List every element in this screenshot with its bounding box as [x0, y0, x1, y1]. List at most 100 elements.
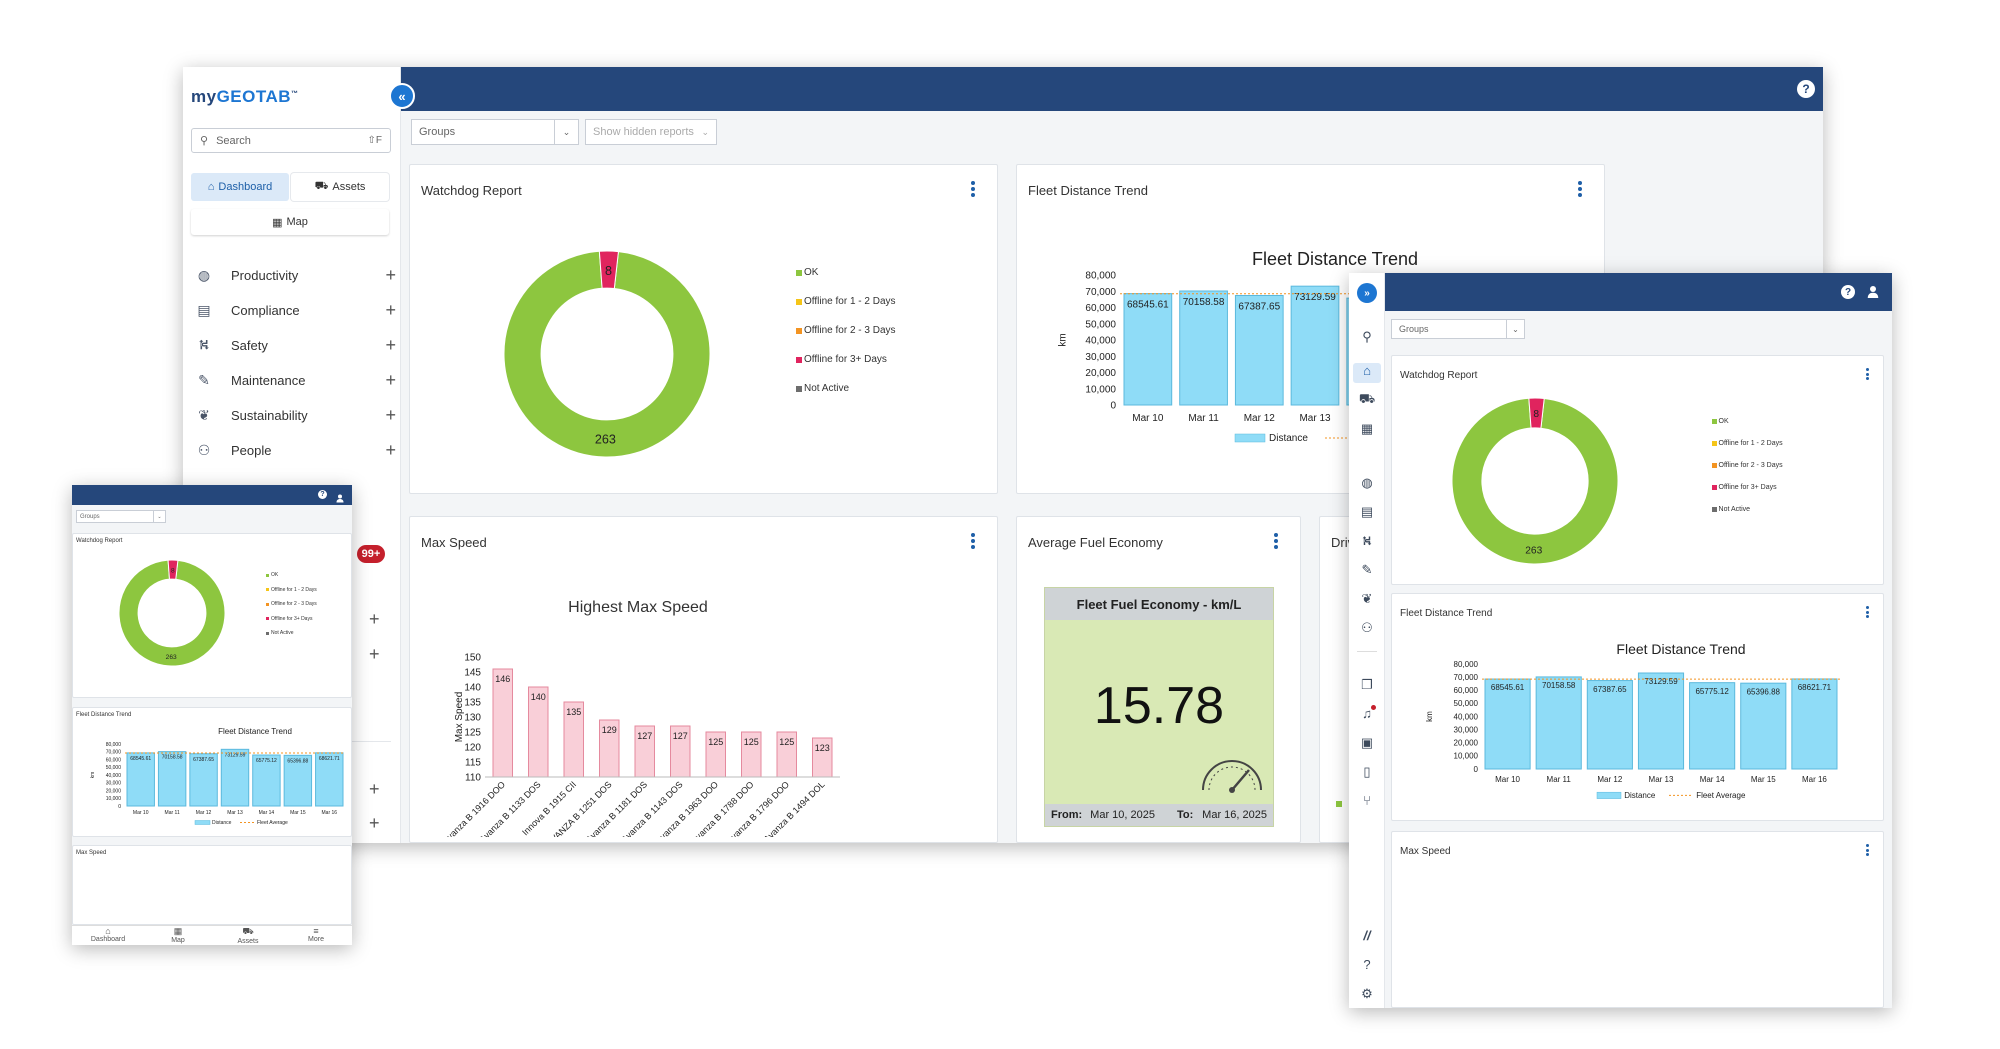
sidebar-item-productivity[interactable]: ◍ Productivity + [191, 263, 396, 287]
card-title: Driv [1331, 535, 1355, 550]
legend-item: Not Active [1712, 506, 1750, 513]
sidebar-item-people[interactable]: ⚇ People + [191, 438, 396, 462]
distance-bar [1586, 680, 1633, 770]
legend-swatch [1712, 441, 1717, 446]
map-icon[interactable]: ▦ [1360, 421, 1374, 436]
bottom-nav-more[interactable]: ≡ More [286, 926, 346, 943]
kebab-menu-icon[interactable] [1866, 606, 1869, 618]
people-icon[interactable]: ⚇ [1361, 620, 1373, 635]
legend-swatch [796, 298, 802, 305]
tab-dashboard[interactable]: ⌂ Dashboard [191, 173, 289, 201]
kebab-menu-icon[interactable] [1866, 368, 1869, 380]
tab-assets[interactable]: ⛟ Assets [291, 173, 389, 201]
integrations-icon[interactable]: ⑂ [1363, 793, 1371, 808]
search-box[interactable]: ⚲ Search ⇧F [191, 128, 391, 153]
groups-select[interactable]: Groups ⌄ [411, 119, 579, 145]
legend-swatch [266, 573, 269, 577]
y-tick-label: 0 [118, 804, 121, 810]
sidebar-item-sustainability[interactable]: ❦ Sustainability + [191, 403, 396, 427]
distance-bar [189, 753, 218, 807]
distance-bar [1791, 678, 1838, 770]
gauge-icon [1202, 760, 1262, 793]
x-tick-label: Mar 12 [196, 810, 212, 816]
y-tick-label: 80,000 [1454, 660, 1479, 669]
y-tick-label: 60,000 [1454, 686, 1479, 695]
kebab-menu-icon[interactable] [1274, 533, 1278, 549]
expand-icon[interactable]: + [385, 300, 396, 320]
sidebar-item-safety[interactable]: ⛕ Safety + [191, 333, 396, 357]
distance-bar [1689, 682, 1736, 770]
bottom-nav-dashboard[interactable]: ⌂ Dashboard [78, 926, 138, 943]
legend-item: Not Active [266, 630, 294, 636]
tab-map[interactable]: ▦ Map [191, 209, 389, 235]
help-icon[interactable]: ? [318, 490, 327, 499]
legend-label: Offline for 3+ Days [1718, 484, 1777, 492]
y-tick-label: 20,000 [1454, 739, 1479, 748]
bar-value-label: 146 [495, 674, 510, 684]
search-icon[interactable]: ⚲ [1362, 329, 1372, 344]
y-tick-label: 50,000 [106, 765, 122, 771]
kebab-menu-icon[interactable] [1578, 181, 1582, 197]
fuel-date-range: From: Mar 10, 2025 To: Mar 16, 2025 [1045, 804, 1273, 826]
video-icon[interactable]: ▣ [1360, 735, 1374, 750]
sidebar-item-compliance[interactable]: ▤ Compliance + [191, 298, 396, 322]
desktop-window: ? « myGEOTAB™ ⚲ Search ⇧F ⌂ Dashboard ⛟ As… [183, 67, 1823, 843]
legend-label: Fleet Average [1696, 791, 1746, 800]
sidebar-item-maintenance[interactable]: ✎ Maintenance + [191, 368, 396, 392]
bar-value-label: 140 [531, 692, 546, 702]
fleet-distance-trend-card: Fleet Distance Trend Fleet Distance Tren… [1391, 593, 1884, 821]
groups-select[interactable]: Groups ⌄ [1391, 319, 1525, 339]
expand-icon[interactable]: + [385, 265, 396, 285]
tablet-window: » ⚲ ⌂ ⛟ ▦ ◍ ▤ ⛕ ✎ ❦ ⚇ ❐ ♫ ▣ ▯ ⑂ // ? ⚙ ?… [1349, 273, 1892, 1008]
home-icon[interactable]: ⌂ [1353, 363, 1381, 383]
y-tick-label: 20,000 [1085, 368, 1116, 379]
show-hidden-reports-select[interactable]: Show hidden reports ⌄ [585, 119, 717, 145]
geotab-icon[interactable]: // [1363, 928, 1371, 943]
clipboard-icon[interactable]: ▤ [1360, 504, 1374, 519]
notification-badge[interactable]: 99+ [357, 545, 385, 563]
chart-title: Fleet Distance Trend [218, 727, 292, 736]
settings-icon[interactable]: ⚙ [1361, 986, 1373, 1001]
y-tick-label: 110 [465, 773, 481, 784]
bottom-nav-assets[interactable]: ⛟ Assets [218, 926, 278, 945]
expand-sidebar-button[interactable]: » [1357, 283, 1377, 303]
user-icon[interactable] [1867, 285, 1879, 299]
y-axis-label: km [1425, 711, 1434, 722]
road-icon[interactable]: ⛕ [1362, 533, 1372, 548]
groups-select[interactable]: Groups ⌄ [76, 510, 166, 523]
bottom-nav: ⌂ Dashboard ▦ Map ⛟ Assets ≡ More [72, 925, 352, 945]
document-icon[interactable]: ▯ [1363, 764, 1371, 779]
help-icon[interactable]: ? [1841, 285, 1855, 299]
expand-icon[interactable]: + [369, 609, 380, 629]
wrench-icon[interactable]: ✎ [1361, 562, 1373, 577]
expand-icon[interactable]: + [385, 335, 396, 355]
bell-icon[interactable]: ♫ [1362, 706, 1372, 721]
bar-value-label: 68545.61 [130, 756, 151, 762]
expand-icon[interactable]: + [369, 779, 380, 799]
chart-title: Fleet Distance Trend [1252, 249, 1418, 269]
expand-icon[interactable]: + [385, 440, 396, 460]
bottom-nav-map[interactable]: ▦ Map [148, 926, 208, 944]
expand-icon[interactable]: + [369, 813, 380, 833]
globe-icon[interactable]: ◍ [1361, 475, 1373, 490]
legend-label: OK [804, 267, 819, 278]
layers-icon[interactable]: ❐ [1361, 677, 1373, 692]
leaf-icon[interactable]: ❦ [1361, 591, 1373, 606]
collapse-sidebar-button[interactable]: « [389, 83, 415, 109]
expand-icon[interactable]: + [385, 405, 396, 425]
expand-icon[interactable]: + [385, 370, 396, 390]
search-input[interactable]: Search [216, 134, 251, 147]
help-icon[interactable]: ? [1797, 80, 1815, 98]
help-circle-icon[interactable]: ? [1363, 957, 1371, 972]
kebab-menu-icon[interactable] [971, 181, 975, 197]
kebab-menu-icon[interactable] [1866, 844, 1869, 856]
max-speed-card: Max Speed [72, 845, 352, 925]
distance-bar [126, 752, 155, 807]
x-tick-label: Mar 10 [1495, 775, 1520, 784]
truck-icon[interactable]: ⛟ [1358, 391, 1376, 406]
user-icon[interactable] [336, 490, 344, 503]
bar-value-label: 127 [673, 731, 688, 741]
watchdog-report-card: Watchdog Report 263 8 OK Offline for 1 - 2… [1391, 355, 1884, 585]
expand-icon[interactable]: + [369, 644, 380, 664]
kebab-menu-icon[interactable] [971, 533, 975, 549]
